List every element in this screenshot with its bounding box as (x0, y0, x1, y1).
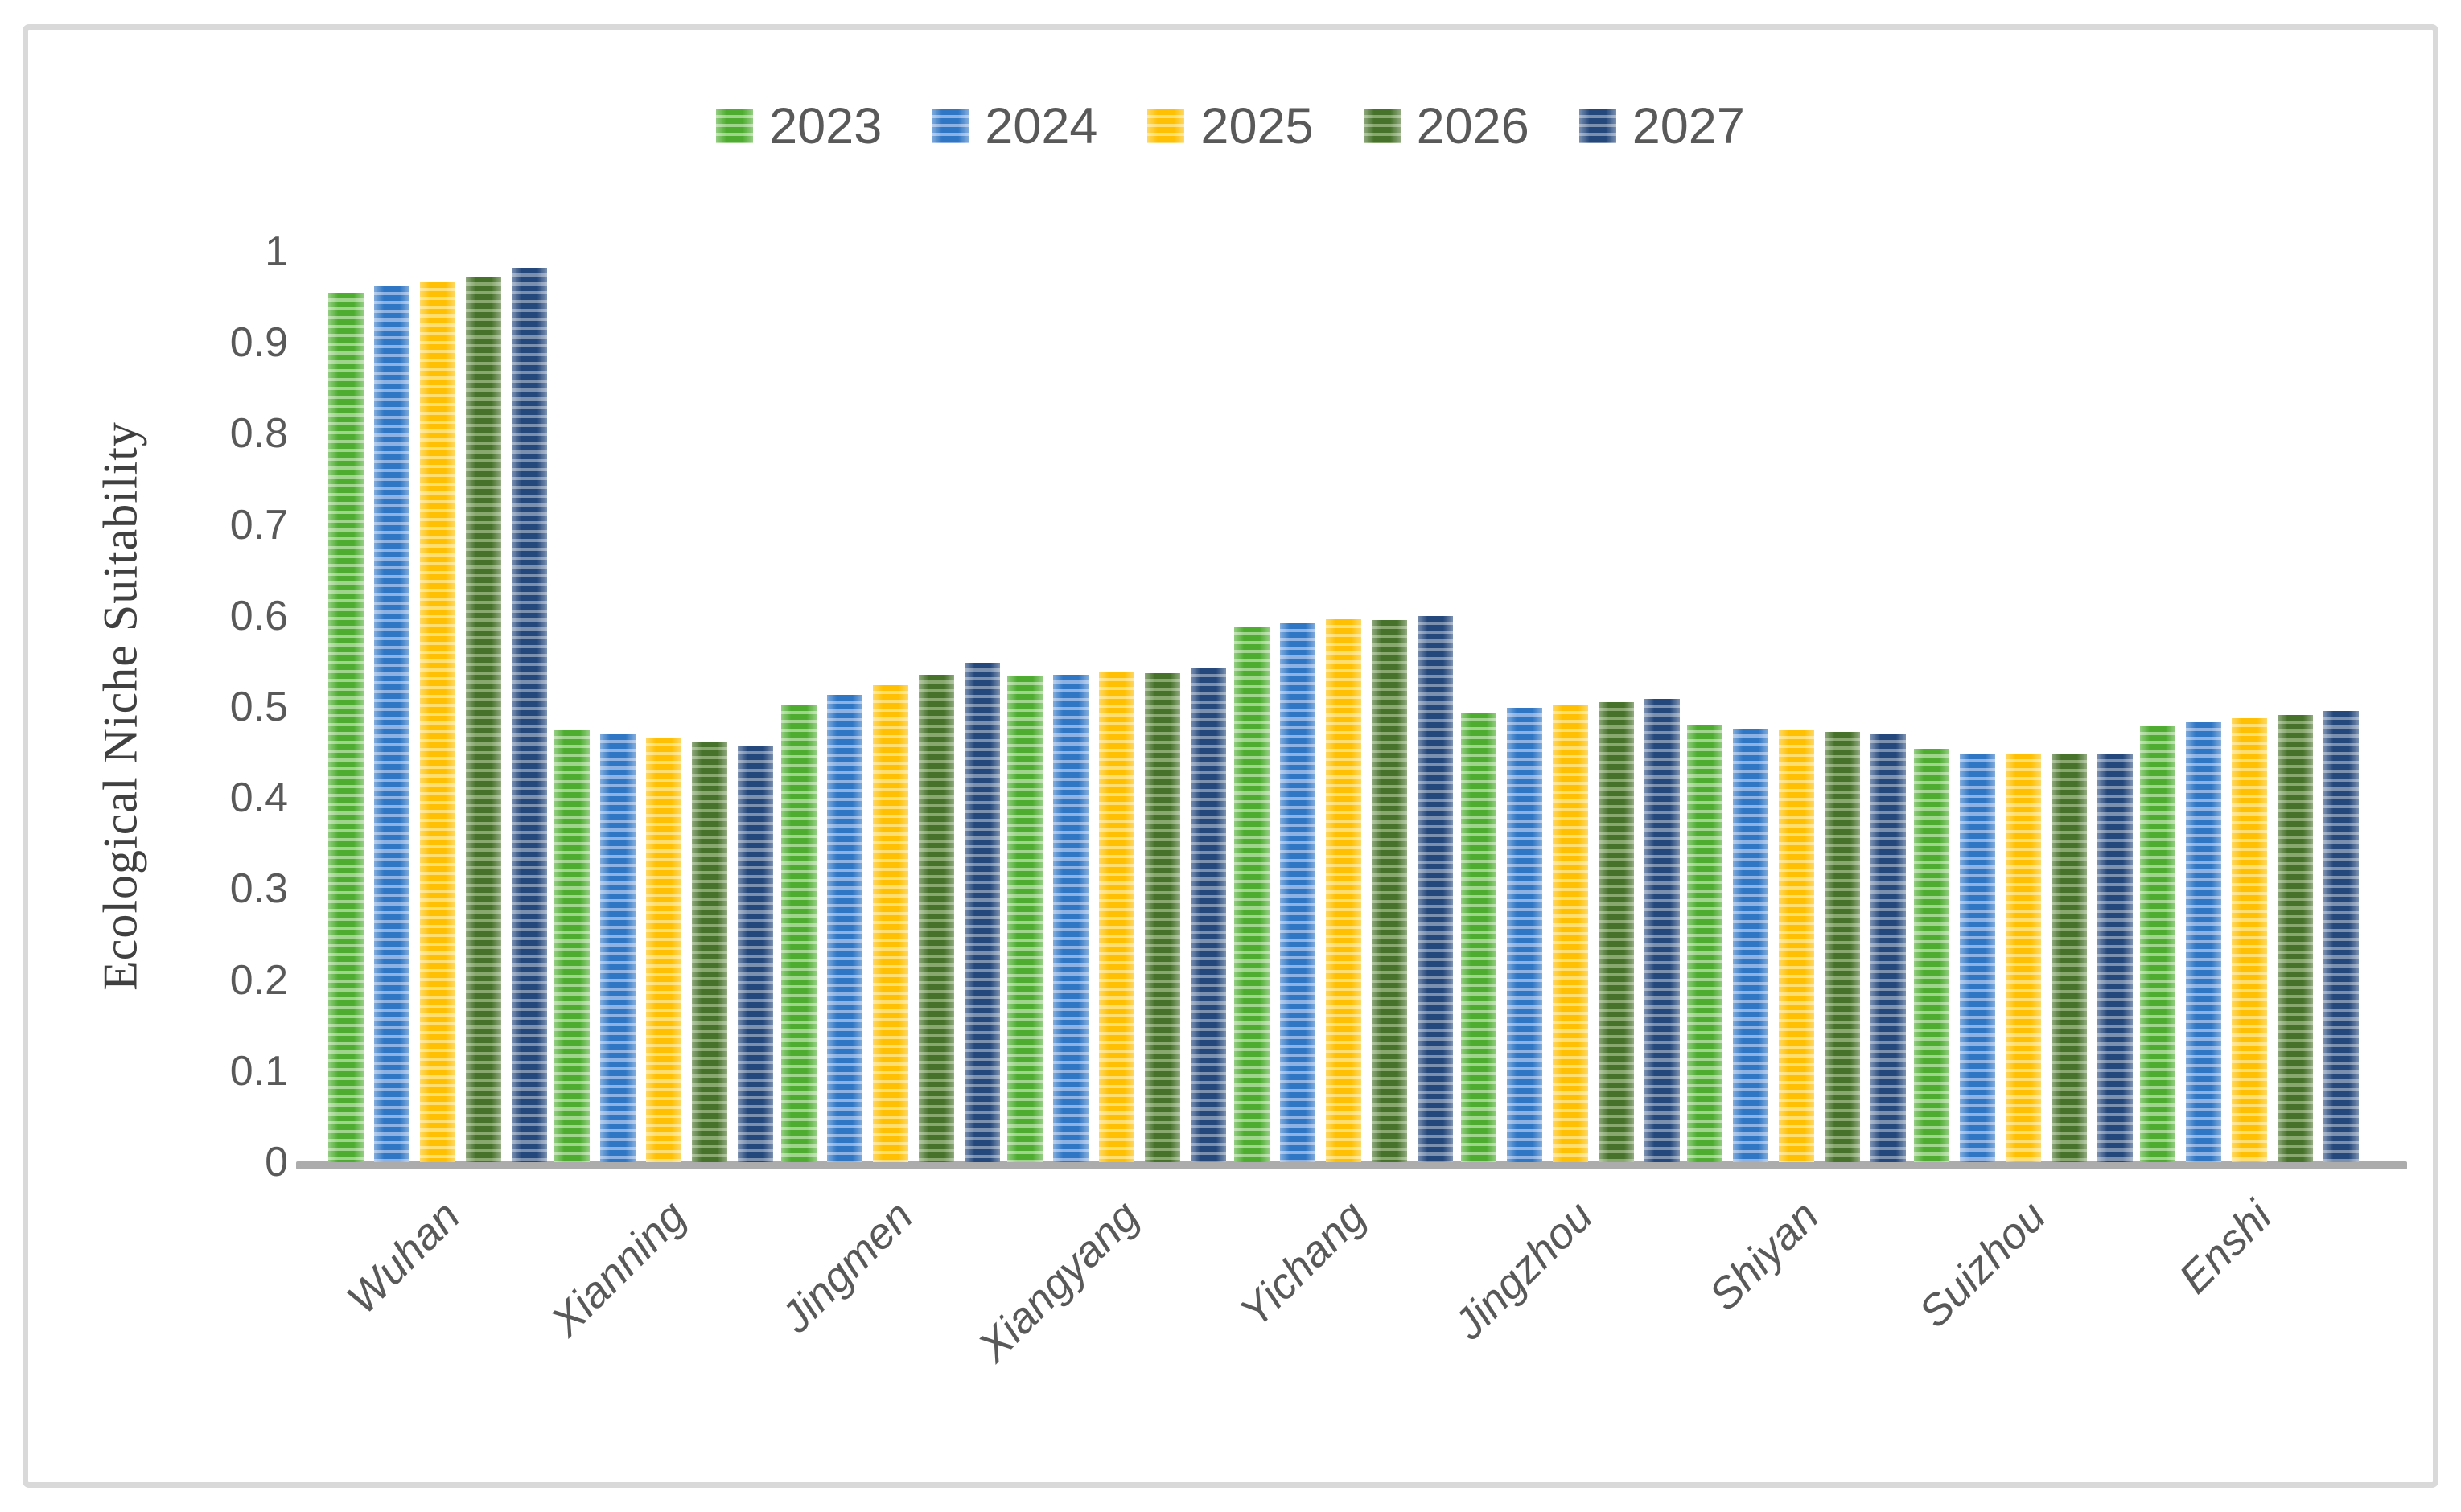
bar-xiangyang-2027 (1191, 668, 1227, 1162)
bar-shiyan-2026 (1825, 732, 1861, 1162)
bar-jingzhou-2027 (1644, 699, 1680, 1162)
bar-wuhan-2024 (373, 286, 409, 1162)
legend-label: 2023 (769, 98, 883, 154)
bar-xianning-2025 (646, 738, 682, 1162)
bar-jingmen-2023 (780, 705, 817, 1162)
bar-jingzhou-2023 (1460, 713, 1496, 1162)
legend-item-2023: 2023 (716, 97, 882, 155)
bar-enshi-2024 (2186, 722, 2222, 1162)
bar-xianning-2024 (600, 734, 636, 1162)
bar-yichang-2027 (1418, 616, 1453, 1162)
legend-swatch-2027 (1578, 109, 1616, 143)
bar-suizhou-2026 (2051, 754, 2087, 1162)
legend-swatch-2026 (1363, 109, 1401, 143)
y-tick-label: 0.8 (229, 410, 288, 458)
bar-suizhou-2025 (2005, 754, 2041, 1162)
bar-yichang-2023 (1234, 627, 1270, 1162)
y-tick-label: 1 (265, 228, 288, 275)
legend-label: 2027 (1632, 98, 1745, 154)
y-tick-label: 0.7 (229, 501, 288, 549)
bar-enshi-2026 (2278, 715, 2314, 1162)
bar-yichang-2026 (1372, 620, 1407, 1162)
bar-xianning-2026 (692, 742, 728, 1162)
bar-wuhan-2027 (511, 268, 547, 1162)
bar-yichang-2024 (1280, 623, 1315, 1162)
y-tick-label: 0.9 (229, 319, 288, 367)
y-tick-label: 0.5 (229, 684, 288, 730)
plot-area (296, 252, 2407, 1169)
bar-enshi-2023 (2140, 726, 2176, 1162)
bar-shiyan-2023 (1687, 725, 1723, 1162)
legend-label: 2026 (1416, 98, 1529, 154)
bar-suizhou-2027 (2097, 754, 2133, 1162)
y-tick-label: 0.1 (229, 1047, 288, 1095)
bar-enshi-2027 (2323, 711, 2360, 1162)
bar-xiangyang-2025 (1099, 672, 1135, 1162)
y-tick-label: 0.4 (229, 774, 288, 822)
bar-xianning-2027 (738, 746, 774, 1162)
legend-item-2026: 2026 (1363, 97, 1529, 155)
bar-jingzhou-2026 (1598, 702, 1634, 1162)
legend-item-2024: 2024 (932, 97, 1097, 155)
legend-item-2025: 2025 (1147, 97, 1314, 155)
bar-jingzhou-2024 (1506, 708, 1542, 1162)
bar-yichang-2025 (1326, 619, 1361, 1162)
bar-shiyan-2025 (1779, 730, 1815, 1162)
bar-jingzhou-2025 (1552, 705, 1588, 1162)
legend-label: 2024 (985, 98, 1098, 154)
bar-xiangyang-2024 (1053, 675, 1089, 1162)
bar-wuhan-2025 (419, 282, 455, 1162)
bar-wuhan-2026 (465, 277, 501, 1162)
y-tick-label: 0.3 (229, 865, 288, 913)
legend-label: 2025 (1200, 98, 1314, 154)
bar-xiangyang-2026 (1145, 673, 1181, 1162)
bar-suizhou-2023 (1913, 749, 1949, 1162)
legend-swatch-2024 (932, 109, 969, 143)
bar-wuhan-2023 (327, 293, 364, 1162)
bar-jingmen-2026 (918, 675, 954, 1162)
bar-enshi-2025 (2232, 718, 2268, 1162)
bar-xianning-2023 (554, 730, 591, 1162)
legend-swatch-2025 (1147, 109, 1185, 143)
bar-shiyan-2027 (1870, 734, 1907, 1162)
bar-shiyan-2024 (1733, 729, 1769, 1162)
x-axis-line (296, 1161, 2407, 1169)
bar-jingmen-2025 (872, 685, 908, 1162)
y-tick-label: 0 (265, 1139, 288, 1185)
legend-item-2027: 2027 (1578, 97, 1745, 155)
bar-jingmen-2024 (826, 695, 862, 1162)
y-tick-label: 0.2 (229, 956, 288, 1004)
legend-swatch-2023 (716, 109, 754, 143)
bar-jingmen-2027 (964, 663, 1000, 1162)
chart-legend: 2023 2024 2025 2026 2027 (0, 90, 2461, 162)
bar-suizhou-2024 (1959, 754, 1995, 1162)
bar-xiangyang-2023 (1007, 676, 1043, 1162)
y-tick-label: 0.6 (229, 592, 288, 639)
